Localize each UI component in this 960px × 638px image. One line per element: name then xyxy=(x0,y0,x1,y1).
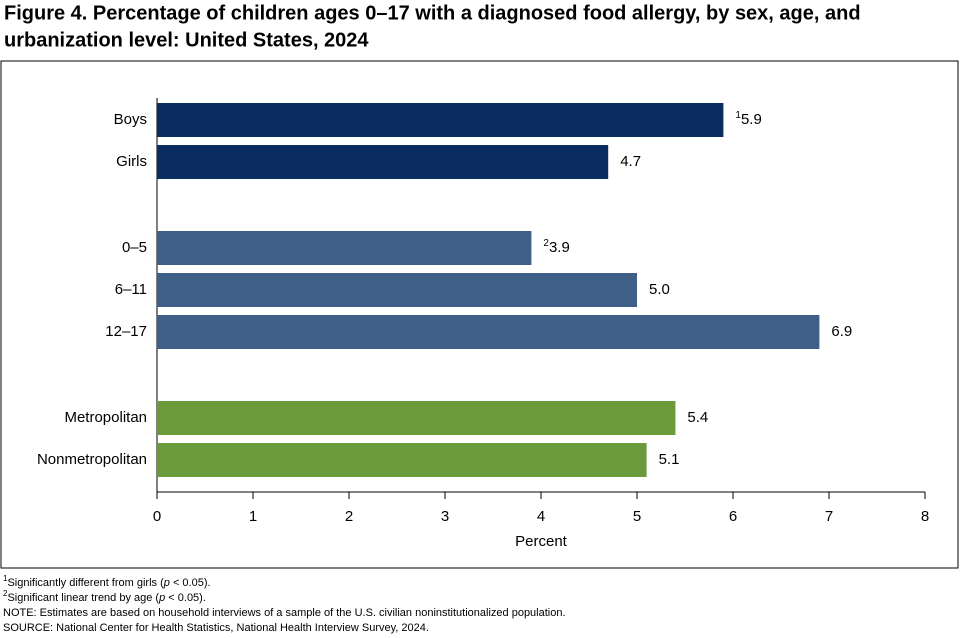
footnote-text: Significantly different from girls ( xyxy=(7,577,164,589)
value-label: 4.7 xyxy=(620,153,641,170)
y-tick-label: Girls xyxy=(116,153,147,170)
value-text: 5.0 xyxy=(649,281,670,298)
footnote-marker: 2 xyxy=(543,238,549,249)
x-tick-label: 5 xyxy=(633,508,641,525)
x-tick-label: 0 xyxy=(153,508,161,525)
value-label: 5.1 xyxy=(659,451,680,468)
value-text: 5.1 xyxy=(659,451,680,468)
x-axis-label: Percent xyxy=(515,533,568,550)
value-text: 3.9 xyxy=(549,239,570,256)
x-tick-label: 2 xyxy=(345,508,353,525)
chart-frame xyxy=(0,60,959,569)
footnote-marker: 2 xyxy=(3,589,8,598)
x-tick-label: 7 xyxy=(825,508,833,525)
chart-title: Figure 4. Percentage of children ages 0–… xyxy=(4,2,861,24)
value-label: 23.9 xyxy=(543,238,569,256)
y-tick-label: Nonmetropolitan xyxy=(37,451,147,468)
y-tick-label: Boys xyxy=(114,111,147,128)
footnote-text: < 0.05). xyxy=(165,592,206,604)
footnote-text: < 0.05). xyxy=(170,577,211,589)
value-text: 5.4 xyxy=(687,409,708,426)
footnote: SOURCE: National Center for Health Stati… xyxy=(3,622,429,634)
value-label: 5.0 xyxy=(649,281,670,298)
bar xyxy=(157,103,724,137)
value-label: 5.4 xyxy=(687,409,708,426)
footnote-text: SOURCE: National Center for Health Stati… xyxy=(3,622,429,634)
y-tick-label: 6–11 xyxy=(115,281,147,298)
x-tick-label: 6 xyxy=(729,508,737,525)
y-tick-label: Metropolitan xyxy=(64,409,147,426)
bar xyxy=(157,231,532,265)
y-tick-label: 12–17 xyxy=(105,323,147,340)
x-tick-label: 8 xyxy=(921,508,929,525)
bar xyxy=(157,443,647,477)
footnote-text: Significant linear trend by age ( xyxy=(7,592,159,604)
x-tick-label: 4 xyxy=(537,508,545,525)
footnote: NOTE: Estimates are based on household i… xyxy=(3,607,566,619)
bar xyxy=(157,273,637,307)
footnote: 1Significantly different from girls (p <… xyxy=(3,574,211,589)
x-tick-label: 3 xyxy=(441,508,449,525)
footnote-text: p xyxy=(163,577,170,589)
footnote: 2Significant linear trend by age (p < 0.… xyxy=(3,589,206,604)
value-label: 6.9 xyxy=(831,323,852,340)
y-tick-label: 0–5 xyxy=(122,239,147,256)
bar xyxy=(157,145,609,179)
bar xyxy=(157,401,676,435)
footnote-marker: 1 xyxy=(3,574,8,583)
x-tick-label: 1 xyxy=(249,508,257,525)
value-text: 5.9 xyxy=(741,111,762,128)
bar xyxy=(157,315,820,349)
footnote-marker: 1 xyxy=(735,110,741,121)
chart-title: urbanization level: United States, 2024 xyxy=(4,29,369,51)
value-label: 15.9 xyxy=(735,110,761,128)
value-text: 4.7 xyxy=(620,153,641,170)
value-text: 6.9 xyxy=(831,323,852,340)
footnote-text: p xyxy=(158,592,165,604)
footnote-text: NOTE: Estimates are based on household i… xyxy=(3,607,566,619)
